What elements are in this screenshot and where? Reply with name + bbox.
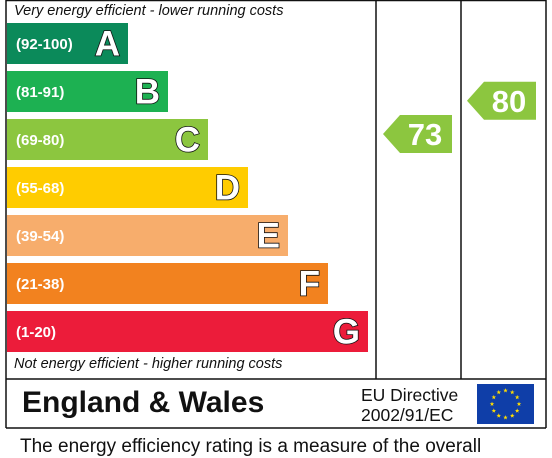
potential-rating-value: 80 [492, 84, 526, 119]
band-e-range: (39-54) [16, 228, 64, 245]
band-a-letter: A [95, 25, 120, 64]
band-g-letter: G [333, 313, 360, 352]
band-f-bar [7, 263, 328, 304]
band-e-bar [7, 215, 288, 256]
band-g-bar [7, 311, 368, 352]
band-a-bar [7, 23, 128, 64]
band-b-letter: B [135, 73, 160, 112]
band-d-letter: D [215, 169, 240, 208]
eu-star-icon [503, 388, 508, 393]
eu-flag-stars [489, 388, 522, 420]
eu-star-icon [489, 401, 495, 406]
band-c-range: (69-80) [16, 132, 64, 149]
rating-arrows: 73 80 [383, 81, 536, 153]
eu-star-icon [503, 415, 508, 420]
footer-directive-line1: EU Directive [361, 385, 459, 405]
top-caption: Very energy efficient - lower running co… [14, 3, 284, 19]
band-d-bar [7, 167, 248, 208]
eu-star-icon [496, 413, 502, 418]
eu-star-icon [491, 408, 497, 413]
eu-star-icon [509, 389, 515, 395]
rating-bands: (92-100) A (81-91) B (69-80) C (55-68) D (39-54)… [7, 23, 368, 352]
current-rating-value: 73 [408, 117, 442, 152]
eu-flag [477, 384, 534, 424]
band-f-letter: F [299, 265, 320, 304]
eu-star-icon [514, 408, 520, 413]
eu-star-icon [514, 394, 520, 400]
potential-rating-arrow [467, 81, 536, 120]
epc-chart: (92-100) A (81-91) B (69-80) C (55-68) D (39-54)… [5, 0, 547, 429]
current-rating-arrow [383, 115, 452, 153]
band-d-range: (55-68) [16, 180, 64, 197]
eu-star-icon [516, 401, 522, 406]
band-a-range: (92-100) [16, 36, 73, 53]
band-g-range: (1-20) [16, 324, 56, 341]
band-c-letter: C [175, 121, 200, 160]
below-note: The energy efficiency rating is a measur… [20, 436, 482, 457]
eu-star-icon [509, 413, 515, 418]
footer-directive-line2: 2002/91/EC [361, 405, 454, 425]
footer-region: England & Wales [22, 386, 265, 419]
band-f-range: (21-38) [16, 276, 64, 293]
band-b-bar [7, 71, 168, 112]
chart-frame [5, 0, 547, 429]
eu-star-icon [496, 389, 502, 395]
band-c-bar [7, 119, 208, 160]
bottom-caption: Not energy efficient - higher running co… [14, 356, 283, 372]
band-e-letter: E [257, 217, 280, 256]
eu-star-icon [491, 394, 497, 400]
band-b-range: (81-91) [16, 84, 64, 101]
